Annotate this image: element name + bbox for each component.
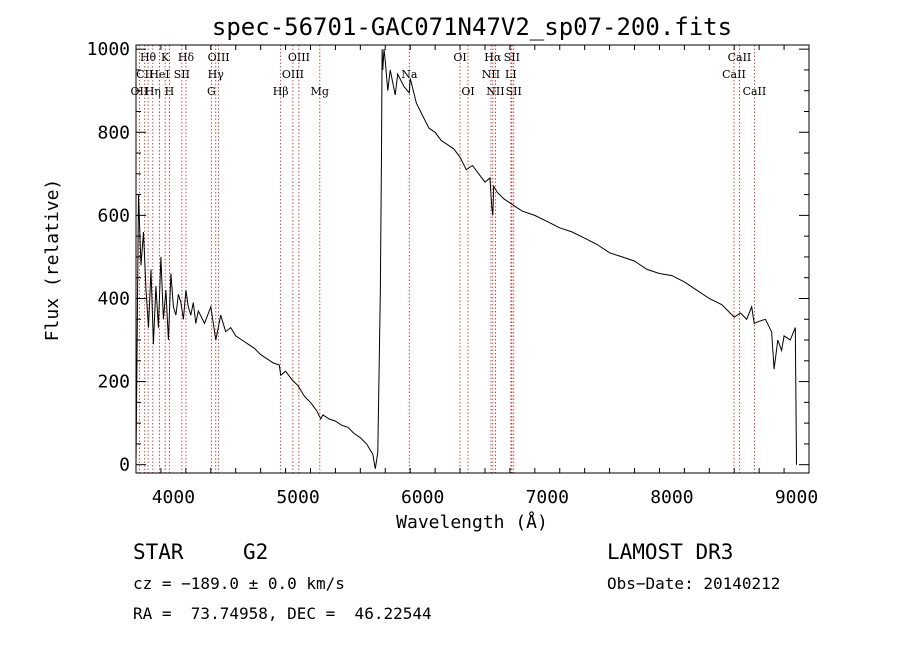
x-tick-label: 7000: [526, 487, 569, 508]
y-tick-label: 800: [97, 122, 130, 143]
y-tick-label: 400: [97, 288, 130, 309]
plot-frame: [135, 44, 810, 474]
x-tick-label: 8000: [650, 487, 693, 508]
line-label-11: G: [207, 85, 216, 98]
line-label-17: OI: [453, 51, 466, 64]
line-label-13: OIII: [282, 68, 304, 81]
survey-name: LAMOST DR3: [607, 540, 734, 564]
emission-line-markers: [138, 45, 755, 473]
line-label-10: Hγ: [208, 68, 225, 81]
x-axis-label: Wavelength (Å): [396, 511, 548, 533]
y-tick-label: 200: [97, 372, 130, 393]
object-class: STAR: [133, 540, 184, 564]
line-label-12: OIII: [288, 51, 310, 64]
coordinates: RA = 73.74958, DEC = 46.22544: [133, 604, 432, 623]
line-label-7: Hδ: [178, 51, 195, 64]
line-label-21: NII: [482, 68, 500, 81]
y-tick-label: 1000: [87, 39, 130, 60]
x-tick-label: 6000: [401, 487, 444, 508]
line-label-24: SII: [506, 85, 522, 98]
x-tick-label: 5000: [276, 487, 319, 508]
line-label-23: NII: [486, 85, 504, 98]
line-label-20: SII: [504, 51, 520, 64]
line-label-2: OII: [131, 85, 149, 98]
object-subclass: G2: [243, 540, 269, 564]
y-axis-ticks: 0 200 400 600 800 1000: [87, 39, 809, 476]
line-label-26: CaII: [722, 68, 746, 81]
y-tick-label: 600: [97, 205, 130, 226]
line-label-8: SII: [174, 68, 190, 81]
line-label-14: Hβ: [273, 85, 289, 98]
line-label-5: HeI: [149, 68, 169, 81]
line-label-18: OI: [461, 85, 474, 98]
y-axis-label: Flux (relative): [42, 179, 63, 342]
line-label-6: H: [165, 85, 175, 98]
line-label-3: Hη: [145, 85, 161, 98]
line-label-9: OIII: [208, 51, 230, 64]
redshift-velocity: cz = −189.0 ± 0.0 km/s: [133, 574, 345, 593]
x-tick-label: 9000: [775, 487, 818, 508]
line-label-27: CaII: [743, 85, 767, 98]
line-label-4: K: [161, 51, 170, 64]
line-label-25: CaII: [728, 51, 752, 64]
line-label-1: CII: [136, 68, 153, 81]
line-label-16: Na: [401, 68, 418, 81]
spectrum-line: [135, 49, 797, 469]
line-label-15: Mg: [311, 85, 329, 98]
observation-date: Obs−Date: 20140212: [607, 574, 781, 593]
line-label-19: Hα: [484, 51, 502, 64]
line-label-22: LI: [505, 68, 517, 81]
x-tick-label: 4000: [152, 487, 195, 508]
x-axis-ticks: 4000 5000 6000 7000 8000 9000: [135, 45, 818, 508]
y-tick-label: 0: [119, 455, 130, 476]
chart-title: spec-56701-GAC071N47V2_sp07-200.fits: [212, 13, 732, 41]
line-label-0: Hθ: [140, 51, 157, 64]
